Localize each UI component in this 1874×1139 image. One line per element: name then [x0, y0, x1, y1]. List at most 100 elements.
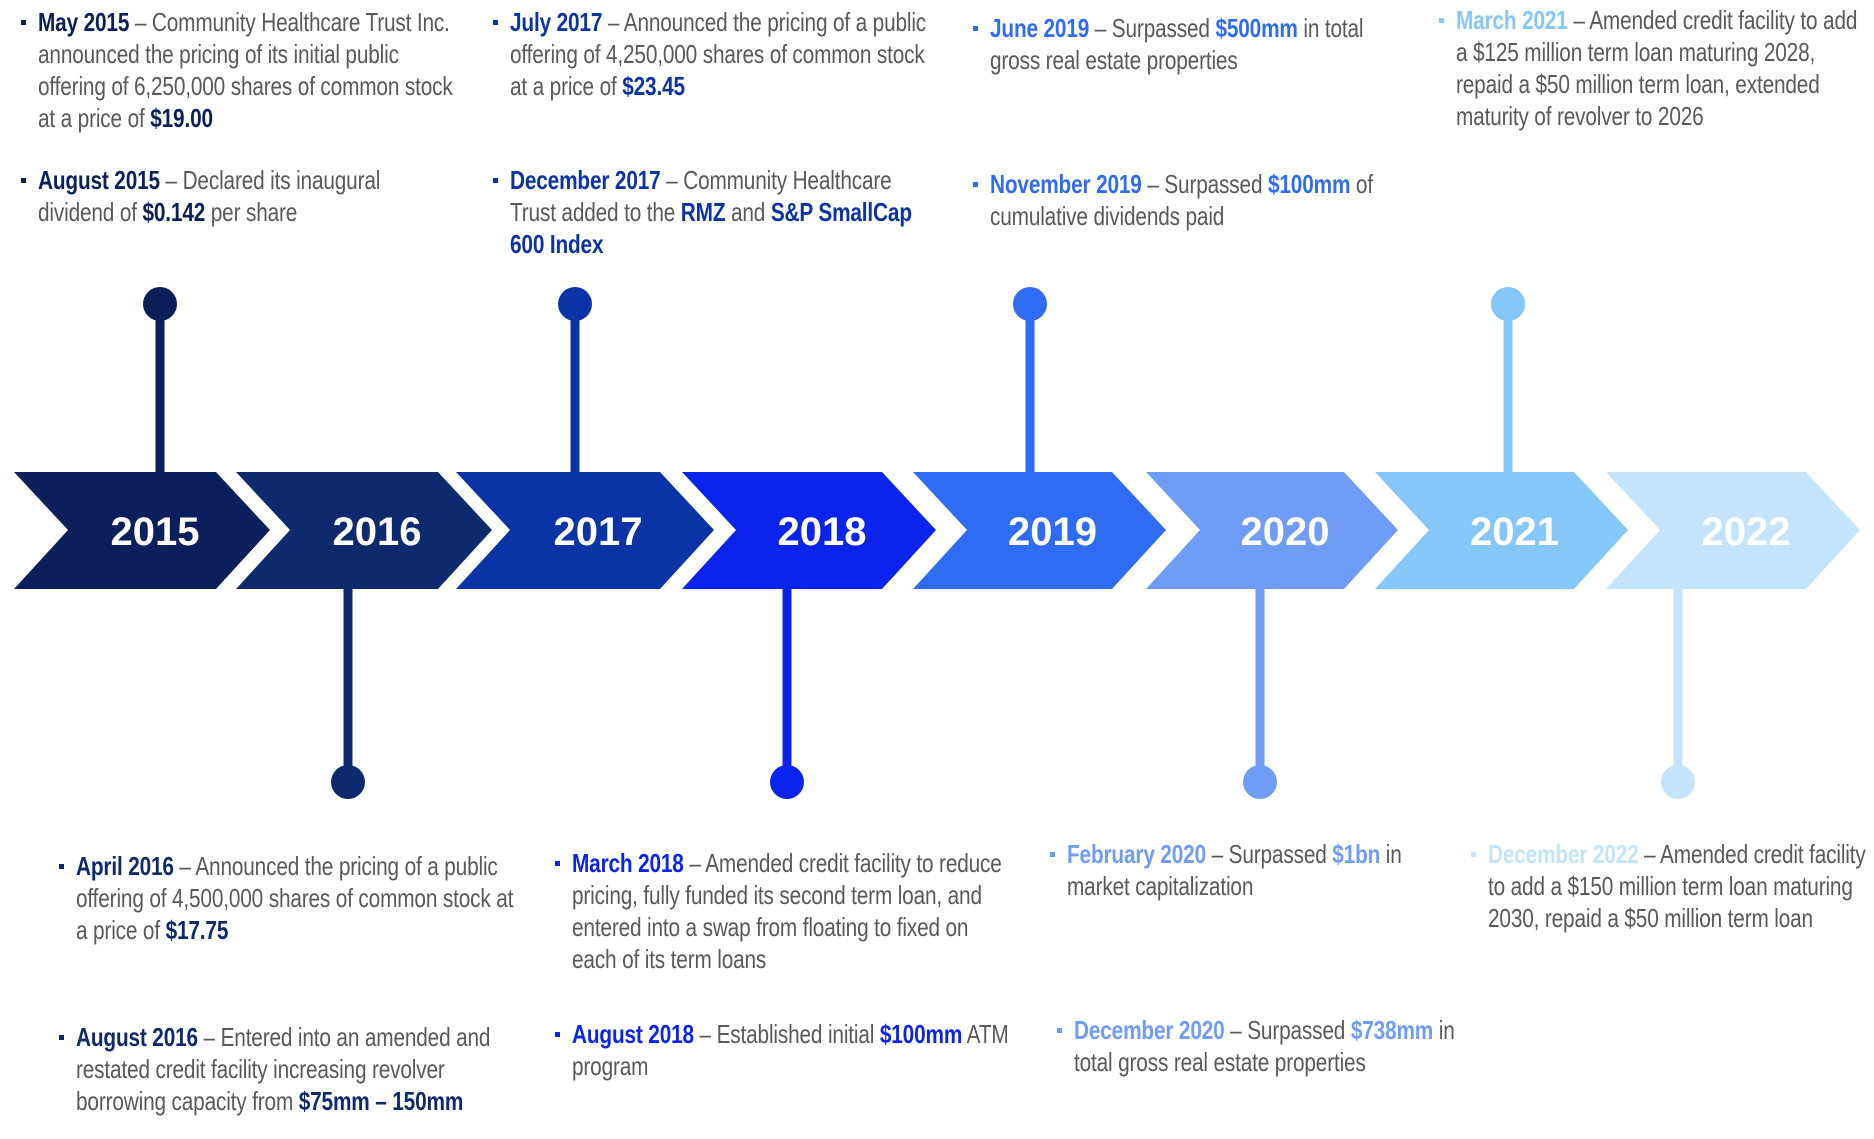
milestone-dot: [1661, 765, 1695, 799]
event-description: – Announced the pricing of a public offe…: [510, 7, 927, 101]
year-chevron: [456, 472, 714, 589]
milestone-dot: [1243, 765, 1277, 799]
event-description: – Surpassed: [1224, 1015, 1351, 1045]
event-description: – Community Healthcare Trust Inc. announ…: [38, 7, 453, 133]
bullet: [555, 861, 560, 866]
event-highlight: $19.00: [150, 103, 213, 133]
bullet: [21, 20, 26, 25]
year-label: 2017: [554, 510, 643, 554]
bullet: [973, 26, 978, 31]
year-chevron: [1606, 472, 1860, 589]
event-text: November 2019 – Surpassed $100mm of cumu…: [990, 168, 1390, 232]
event-date: June 2019: [990, 13, 1090, 43]
bullet: [59, 1035, 64, 1040]
year-label: 2021: [1470, 510, 1559, 554]
milestone-dot: [770, 765, 804, 799]
event-highlight: $0.142: [142, 197, 206, 227]
event-text: February 2020 – Surpassed $1bn in market…: [1067, 838, 1457, 902]
event-description: – Surpassed: [1089, 13, 1216, 43]
bullet: [973, 182, 978, 187]
event-description: – Amended credit facility to add a $150 …: [1488, 839, 1866, 933]
event-highlight: $100mm: [879, 1019, 963, 1049]
bullet: [21, 178, 26, 183]
event-highlight: $23.45: [622, 71, 685, 101]
year-label: 2018: [778, 510, 867, 554]
year-label: 2015: [111, 510, 200, 554]
event-date: February 2020: [1067, 839, 1206, 869]
year-label: 2019: [1008, 510, 1097, 554]
event-text: March 2018 – Amended credit facility to …: [572, 847, 1012, 975]
event-text: August 2018 – Established initial $100mm…: [572, 1018, 1012, 1082]
milestone-dot: [143, 287, 177, 321]
event-date: December 2017: [510, 165, 661, 195]
event-text: December 2020 – Surpassed $738mm in tota…: [1074, 1014, 1464, 1078]
event-date: July 2017: [510, 7, 603, 37]
event-text: December 2017 – Community Healthcare Tru…: [510, 164, 940, 260]
bullet: [493, 20, 498, 25]
year-chevron: [682, 472, 936, 589]
event-date: August 2015: [38, 165, 160, 195]
event-text: August 2015 – Declared its inaugural div…: [38, 164, 458, 228]
bullet: [1050, 852, 1055, 857]
event-highlight: $738mm: [1350, 1015, 1434, 1045]
bullet: [1057, 1028, 1062, 1033]
bullet: [1471, 852, 1476, 857]
event-date: March 2021: [1456, 5, 1568, 35]
event-text: August 2016 – Entered into an amended an…: [76, 1021, 516, 1117]
event-text: July 2017 – Announced the pricing of a p…: [510, 6, 940, 102]
milestone-dot: [331, 765, 365, 799]
event-date: August 2016: [76, 1022, 198, 1052]
event-highlight: $500mm: [1215, 13, 1298, 43]
event-description: in total gross real estate properties: [1074, 1015, 1455, 1077]
event-description: – Amended credit facility to add a $125 …: [1456, 5, 1858, 131]
event-description: – Established initial: [693, 1019, 880, 1049]
event-highlight: $1bn: [1332, 839, 1381, 869]
milestone-dot: [1491, 287, 1525, 321]
event-text: March 2021 – Amended credit facility to …: [1456, 4, 1871, 132]
milestone-dot: [558, 287, 592, 321]
event-highlight: $100mm: [1267, 169, 1351, 199]
event-description: – Amended credit facility to reduce pric…: [572, 848, 1002, 974]
event-highlight: $75mm – 150mm: [298, 1086, 464, 1116]
event-text: May 2015 – Community Healthcare Trust In…: [38, 6, 458, 134]
event-description: – Announced the pricing of a public offe…: [76, 851, 514, 945]
event-text: June 2019 – Surpassed $500mm in total gr…: [990, 12, 1390, 76]
event-description: – Declared its inaugural dividend of: [38, 165, 381, 227]
year-chevron: [236, 472, 492, 589]
event-date: April 2016: [76, 851, 174, 881]
event-date: December 2020: [1074, 1015, 1225, 1045]
event-description: ATM program: [572, 1019, 1009, 1081]
event-date: November 2019: [990, 169, 1142, 199]
bullet: [555, 1032, 560, 1037]
bullet: [1439, 18, 1444, 23]
milestone-dot: [1013, 287, 1047, 321]
year-label: 2022: [1702, 510, 1791, 554]
event-highlight: RMZ: [680, 197, 726, 227]
year-chevron: [1146, 472, 1398, 589]
event-description: – Entered into an amended and restated c…: [76, 1022, 491, 1116]
event-description: – Surpassed: [1205, 839, 1333, 869]
event-date: August 2018: [572, 1019, 694, 1049]
year-chevron: [1375, 472, 1628, 589]
event-description: and: [725, 197, 771, 227]
bullet: [493, 178, 498, 183]
event-description: in total gross real estate properties: [990, 13, 1364, 75]
event-description: per share: [205, 197, 298, 227]
event-date: December 2022: [1488, 839, 1639, 869]
event-text: April 2016 – Announced the pricing of a …: [76, 850, 516, 946]
year-label: 2020: [1241, 510, 1330, 554]
year-chevron: [913, 472, 1166, 589]
event-description: of cumulative dividends paid: [990, 169, 1373, 231]
year-chevron: [14, 472, 270, 589]
bullet: [59, 864, 64, 869]
event-description: – Community Healthcare Trust added to th…: [510, 165, 892, 227]
event-description: in market capitalization: [1067, 839, 1402, 901]
year-label: 2016: [333, 510, 422, 554]
event-date: May 2015: [38, 7, 130, 37]
event-description: – Surpassed: [1141, 169, 1268, 199]
event-date: March 2018: [572, 848, 684, 878]
event-highlight: $17.75: [165, 915, 229, 945]
event-text: December 2022 – Amended credit facility …: [1488, 838, 1873, 934]
